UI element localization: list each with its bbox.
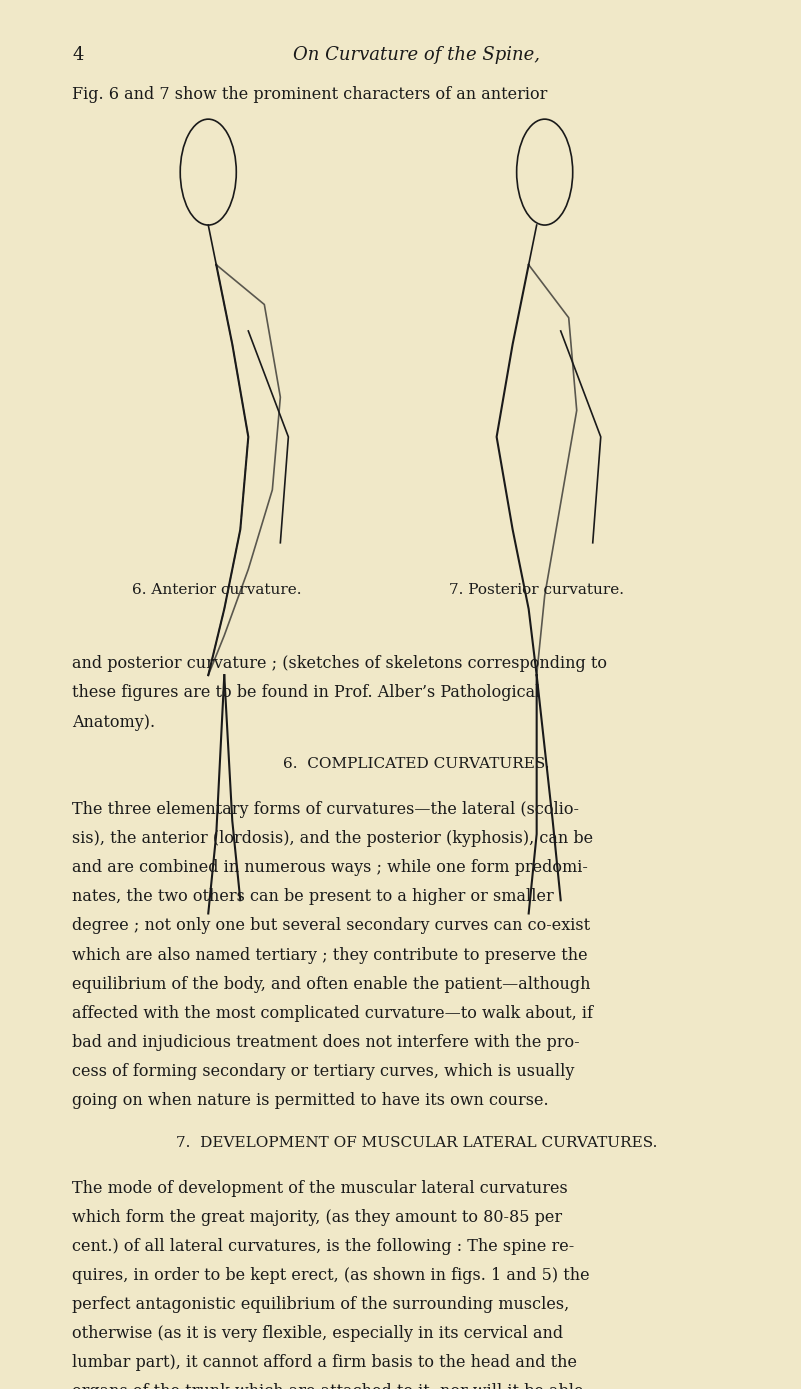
Text: Fig. 6 and 7 show the prominent characters of an anterior: Fig. 6 and 7 show the prominent characte… (72, 86, 547, 103)
Text: and are combined in numerous ways ; while one form predomi-: and are combined in numerous ways ; whil… (72, 860, 588, 876)
Text: Anatomy).: Anatomy). (72, 714, 155, 731)
Text: these figures are to be found in Prof. Alber’s Pathological: these figures are to be found in Prof. A… (72, 685, 541, 701)
Text: 7. Posterior curvature.: 7. Posterior curvature. (449, 582, 624, 596)
Text: The three elementary forms of curvatures—the lateral (scolio-: The three elementary forms of curvatures… (72, 801, 579, 818)
Text: lumbar part), it cannot afford a firm basis to the head and the: lumbar part), it cannot afford a firm ba… (72, 1354, 577, 1371)
Text: going on when nature is permitted to have its own course.: going on when nature is permitted to hav… (72, 1092, 549, 1110)
Text: organs of the trunk which are attached to it, nor will it be able: organs of the trunk which are attached t… (72, 1383, 584, 1389)
Text: quires, in order to be kept erect, (as shown in figs. 1 and 5) the: quires, in order to be kept erect, (as s… (72, 1267, 590, 1283)
Text: which are also named tertiary ; they contribute to preserve the: which are also named tertiary ; they con… (72, 946, 588, 964)
Text: affected with the most complicated curvature—to walk about, if: affected with the most complicated curva… (72, 1004, 593, 1022)
Text: cess of forming secondary or tertiary curves, which is usually: cess of forming secondary or tertiary cu… (72, 1063, 574, 1081)
Text: 6. Anterior curvature.: 6. Anterior curvature. (131, 582, 301, 596)
Text: otherwise (as it is very flexible, especially in its cervical and: otherwise (as it is very flexible, espec… (72, 1325, 563, 1342)
Text: equilibrium of the body, and often enable the patient—although: equilibrium of the body, and often enabl… (72, 975, 590, 993)
Text: 4: 4 (72, 46, 83, 64)
Text: cent.) of all lateral curvatures, is the following : The spine re-: cent.) of all lateral curvatures, is the… (72, 1238, 574, 1254)
Text: nates, the two others can be present to a higher or smaller: nates, the two others can be present to … (72, 889, 553, 906)
Text: The mode of development of the muscular lateral curvatures: The mode of development of the muscular … (72, 1179, 568, 1196)
Text: degree ; not only one but several secondary curves can co-exist: degree ; not only one but several second… (72, 918, 590, 935)
Text: perfect antagonistic equilibrium of the surrounding muscles,: perfect antagonistic equilibrium of the … (72, 1296, 570, 1313)
Text: On Curvature of the Spine,: On Curvature of the Spine, (293, 46, 540, 64)
Text: and posterior curvature ; (sketches of skeletons corresponding to: and posterior curvature ; (sketches of s… (72, 656, 607, 672)
Text: bad and injudicious treatment does not interfere with the pro-: bad and injudicious treatment does not i… (72, 1033, 580, 1051)
Text: 6.  COMPLICATED CURVATURES.: 6. COMPLICATED CURVATURES. (284, 757, 549, 771)
Text: sis), the anterior (lordosis), and the posterior (kyphosis), can be: sis), the anterior (lordosis), and the p… (72, 831, 594, 847)
Text: 7.  DEVELOPMENT OF MUSCULAR LATERAL CURVATURES.: 7. DEVELOPMENT OF MUSCULAR LATERAL CURVA… (176, 1136, 657, 1150)
Text: which form the great majority, (as they amount to 80-85 per: which form the great majority, (as they … (72, 1208, 562, 1225)
